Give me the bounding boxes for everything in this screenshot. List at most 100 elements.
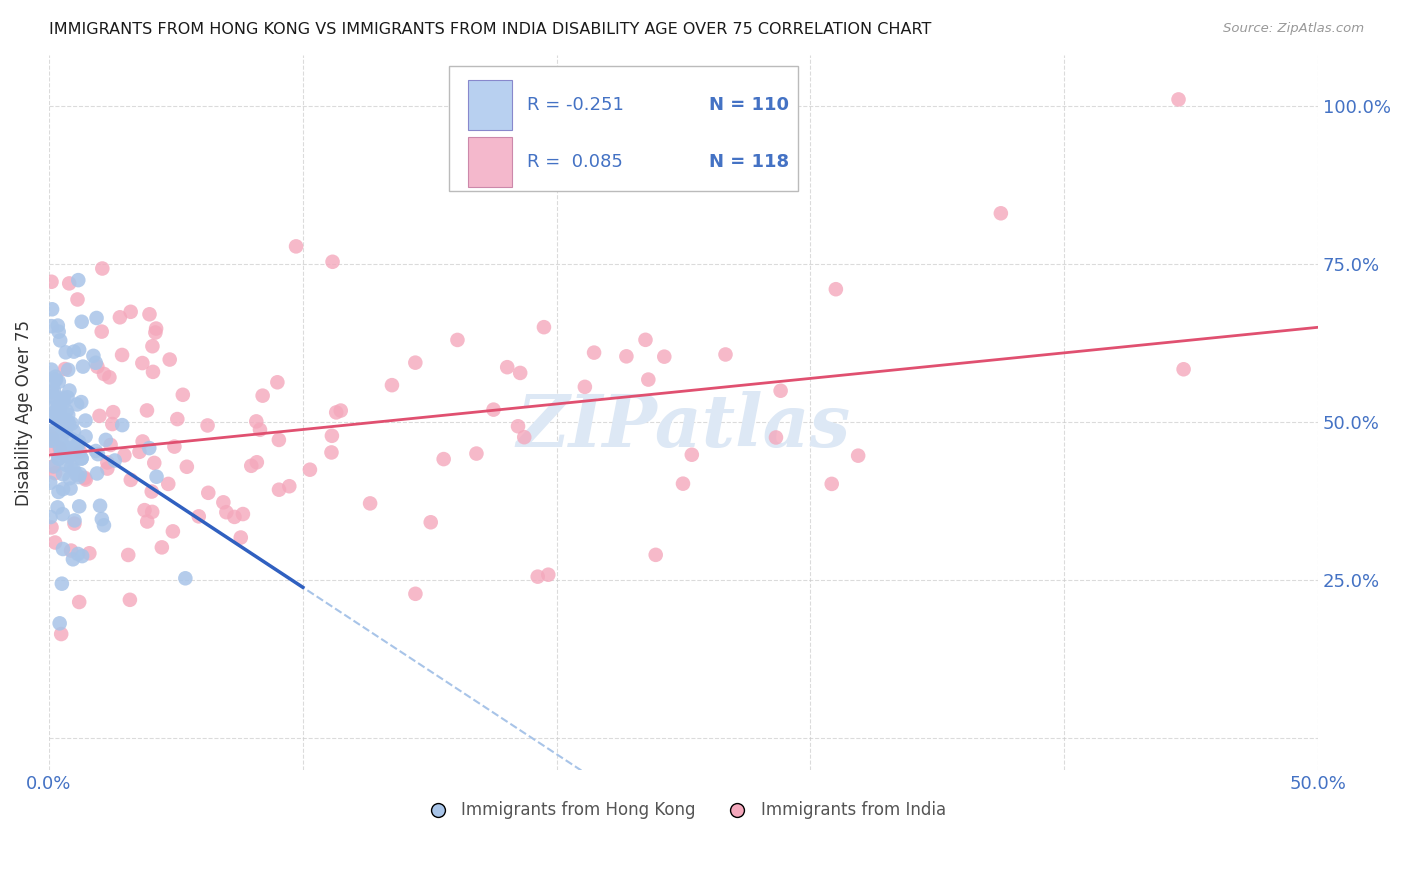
Point [112,448,135,462]
Point [53,362,76,376]
Point [49,334,72,348]
Point [69,444,91,458]
Point [93,518,115,533]
Point [267,433,290,447]
Point [252,389,274,403]
Point [60,459,83,474]
Point [108,310,131,325]
Point [41,302,63,317]
Point [65,467,87,482]
Point [496,360,519,375]
Point [404,587,426,601]
Point [329,403,352,417]
Point [82,349,104,363]
Point [212,495,235,509]
Point [44,392,66,406]
Point [136,403,159,417]
Point [60,432,83,446]
Point [41,362,63,376]
Point [52,442,75,457]
Point [51,417,73,432]
Point [145,326,167,340]
Point [583,345,606,359]
Point [215,505,238,519]
Point [1167,92,1189,106]
Point [821,476,844,491]
Point [41,319,63,334]
Point [46,400,69,414]
Point [56,414,79,428]
Point [465,446,488,460]
Point [41,385,63,400]
Point [39,434,62,448]
Point [73,471,96,485]
Point [824,282,846,296]
Point [48,485,70,500]
FancyBboxPatch shape [449,66,797,191]
Point [41,275,63,289]
Point [93,367,115,381]
Point [52,392,75,406]
Point [321,445,343,459]
Point [322,254,344,268]
Point [51,576,73,591]
Point [70,549,93,563]
Point [145,321,167,335]
Point [120,305,142,319]
Point [75,429,97,443]
Point [90,512,112,526]
Point [157,476,180,491]
Point [67,434,90,449]
Text: R = -0.251: R = -0.251 [527,96,624,114]
Point [67,343,90,357]
Point [433,452,456,467]
Text: IMMIGRANTS FROM HONG KONG VS IMMIGRANTS FROM INDIA DISABILITY AGE OVER 75 CORREL: IMMIGRANTS FROM HONG KONG VS IMMIGRANTS … [49,22,932,37]
Point [51,411,73,425]
Point [321,429,343,443]
Point [285,239,308,253]
Point [91,261,114,276]
Point [714,347,737,361]
Point [86,310,108,325]
Point [86,467,108,481]
Point [46,450,69,465]
Point [58,450,80,464]
Point [644,548,666,562]
Point [278,479,301,493]
Point [39,510,62,524]
Point [75,473,97,487]
Point [446,333,468,347]
Point [41,434,63,448]
Point [48,399,70,413]
Point [637,373,659,387]
Point [62,462,84,476]
Point [419,516,441,530]
Point [58,408,80,422]
Point [52,395,75,409]
Point [55,404,77,418]
Point [89,499,111,513]
Point [681,448,703,462]
Text: ZIPatlas: ZIPatlas [516,392,851,462]
Point [131,356,153,370]
Point [166,412,188,426]
Point [141,484,163,499]
Point [67,273,90,287]
Point [174,571,197,585]
Point [176,459,198,474]
Point [55,345,77,359]
Point [533,320,555,334]
Point [120,473,142,487]
Point [404,356,426,370]
Point [60,543,83,558]
Point [56,441,79,455]
Point [240,458,263,473]
Text: N = 118: N = 118 [709,153,789,171]
Point [48,375,70,389]
Point [266,376,288,390]
Point [67,470,90,484]
Point [537,567,560,582]
Point [42,459,65,474]
Point [267,483,290,497]
Point [145,469,167,483]
